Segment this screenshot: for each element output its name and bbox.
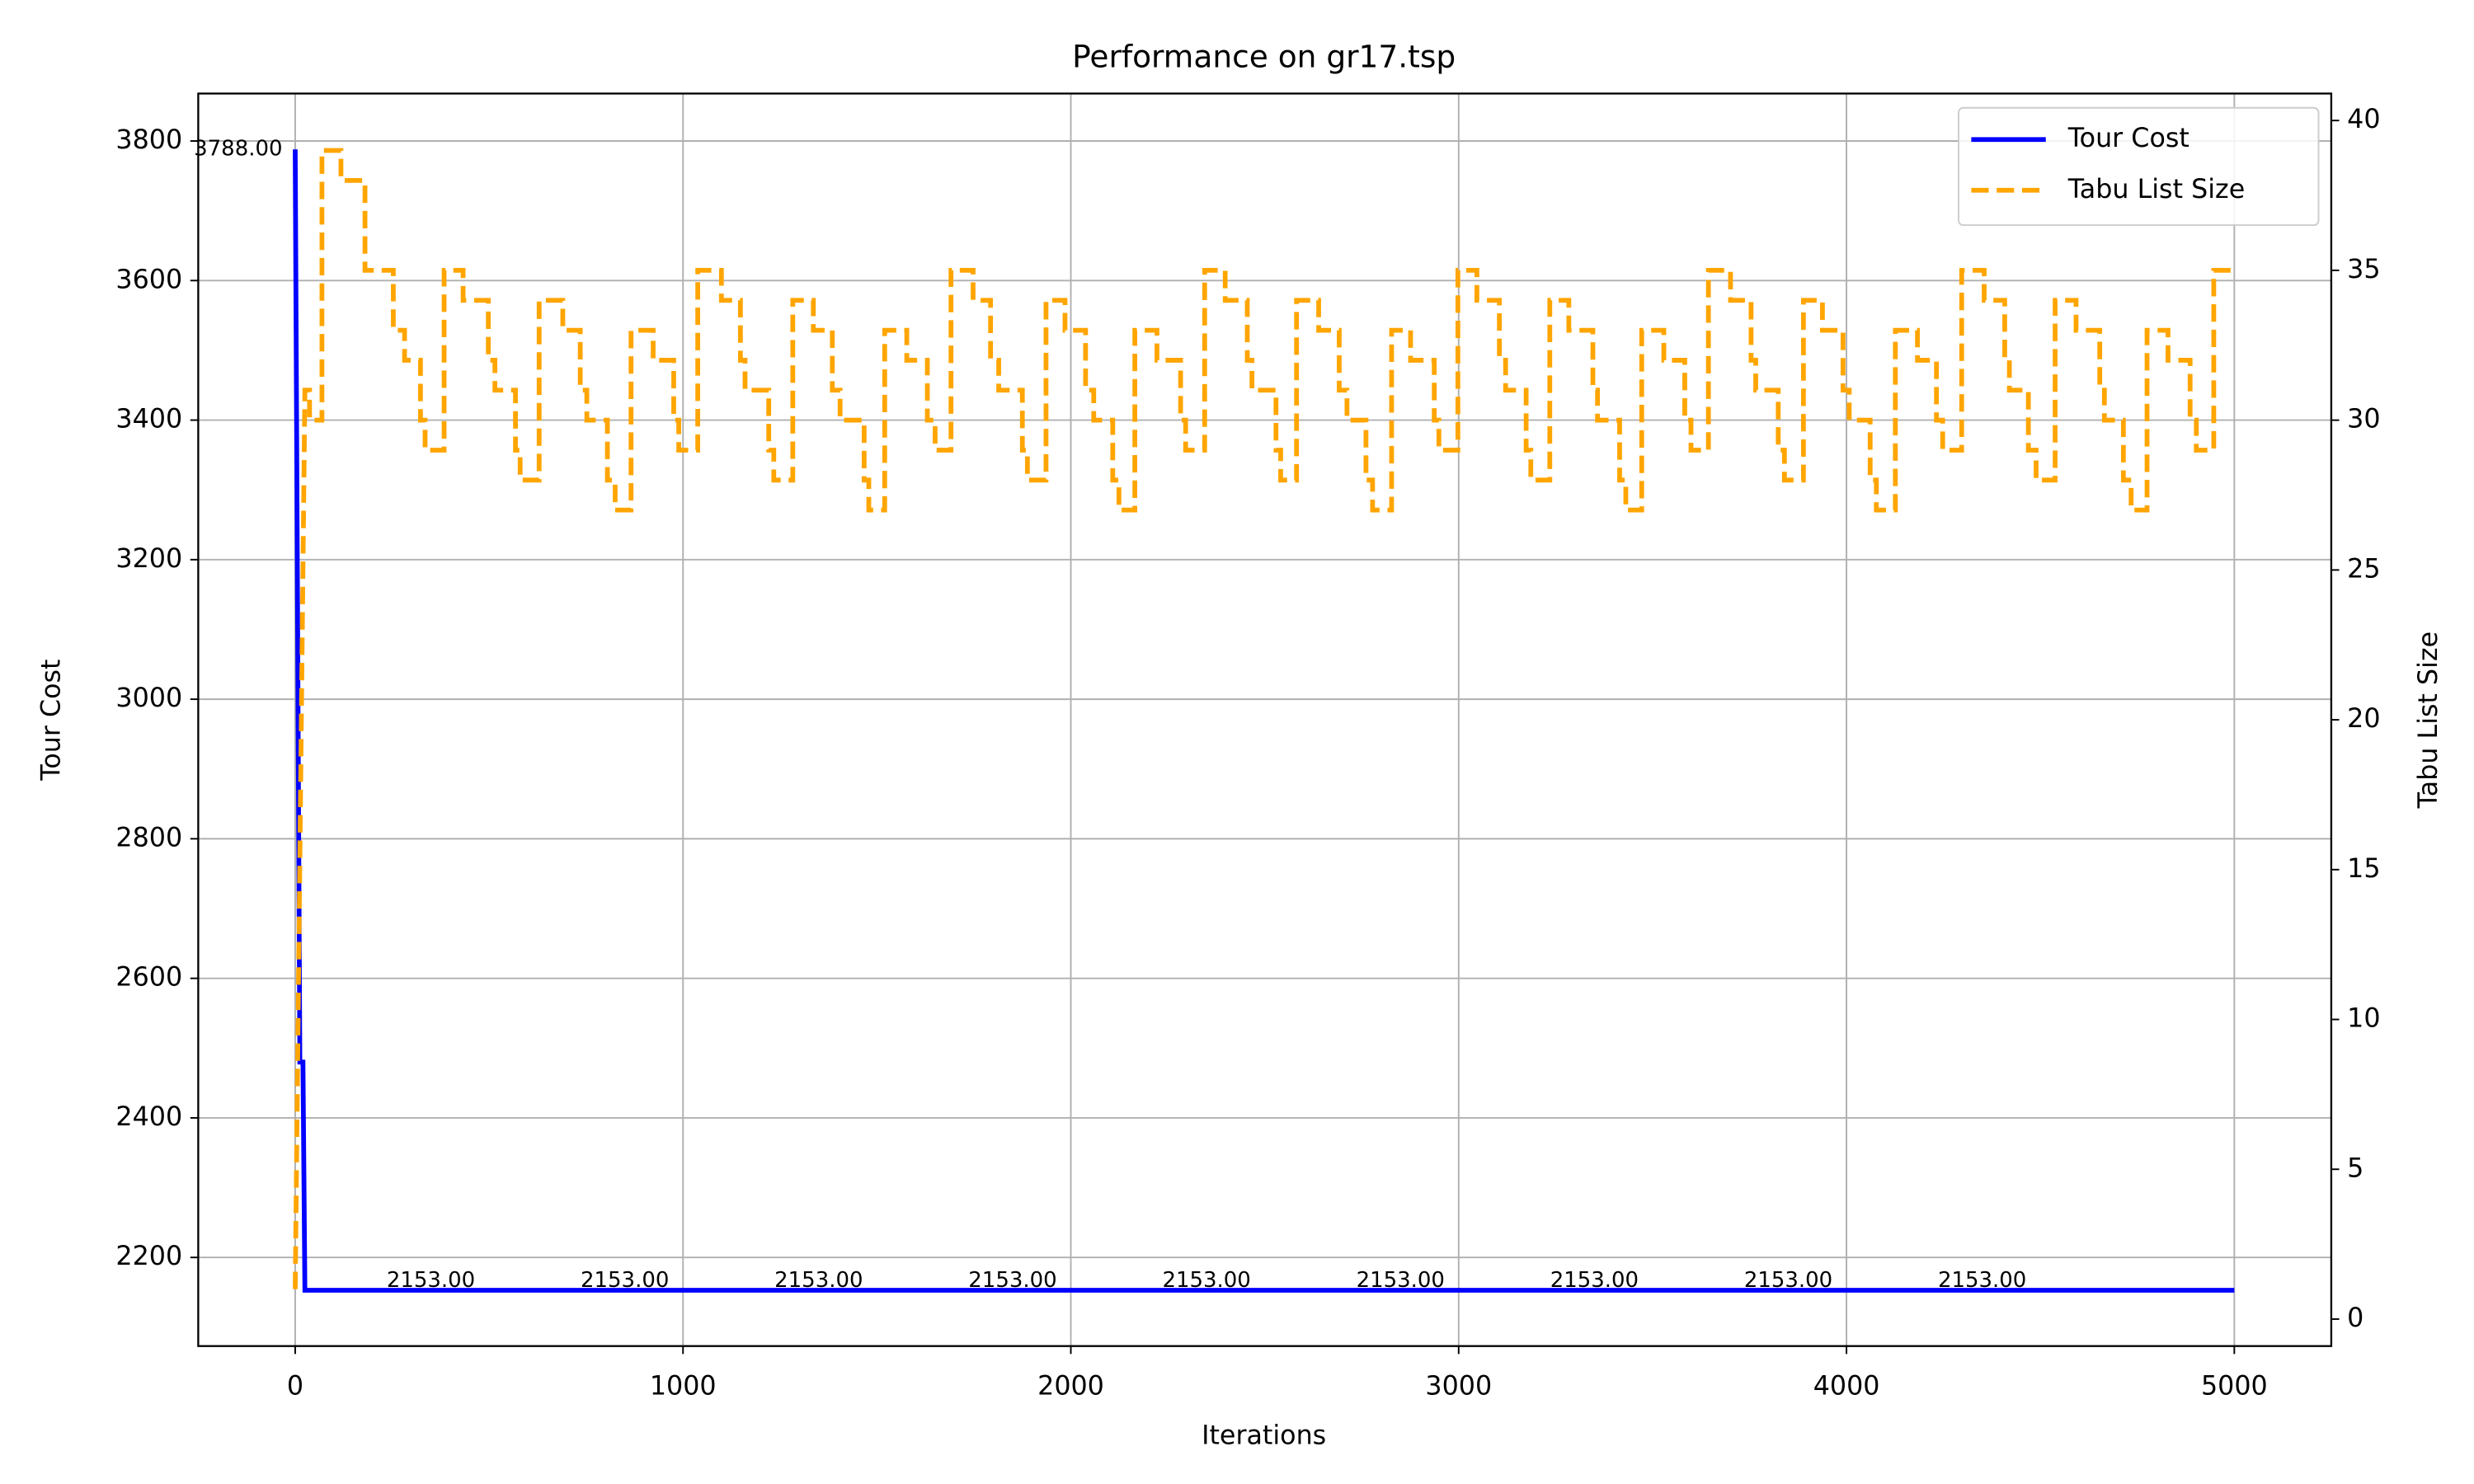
y-tick-label: 2600 xyxy=(115,963,182,993)
x-tick-label: 3000 xyxy=(1425,1372,1492,1402)
annotation: 3788.00 xyxy=(194,137,282,162)
y-tick-label: 3400 xyxy=(115,405,182,434)
y-tick-label: 3600 xyxy=(115,265,182,294)
annotation: 2153.00 xyxy=(968,1268,1056,1293)
y2-tick-label: 30 xyxy=(2347,405,2380,434)
y2-axis-label: Tabu List Size xyxy=(2414,632,2443,810)
y2-tick-label: 5 xyxy=(2347,1153,2363,1183)
y2-tick-label: 10 xyxy=(2347,1004,2380,1034)
y2-tick-label: 40 xyxy=(2347,105,2380,134)
legend-label: Tour Cost xyxy=(2067,124,2189,153)
chart-title: Performance on gr17.tsp xyxy=(1072,39,1456,75)
legend-label: Tabu List Size xyxy=(2067,175,2246,204)
legend-box xyxy=(1958,106,2320,227)
y2-tick-label: 0 xyxy=(2347,1303,2363,1333)
y2-tick-label: 35 xyxy=(2347,255,2380,284)
annotation: 2153.00 xyxy=(1162,1268,1250,1293)
annotation: 2153.00 xyxy=(1550,1268,1639,1293)
x-tick-label: 4000 xyxy=(1813,1372,1880,1402)
x-tick-label: 0 xyxy=(287,1372,303,1402)
y-tick-label: 3800 xyxy=(115,125,182,155)
series-line xyxy=(293,149,2235,1293)
y2-tick-label: 15 xyxy=(2347,854,2380,884)
series-line xyxy=(293,148,2235,1289)
y-tick-label: 3000 xyxy=(115,683,182,713)
plot-frame xyxy=(197,92,2333,1347)
x-axis-label: Iterations xyxy=(1202,1421,1326,1450)
y-tick-label: 2400 xyxy=(115,1102,182,1132)
annotation: 2153.00 xyxy=(1744,1268,1832,1293)
legend: Tour Cost Tabu List Size xyxy=(1958,106,2320,227)
x-tick-label: 1000 xyxy=(650,1372,717,1402)
y-tick-label: 2800 xyxy=(115,823,182,852)
y-tick-label: 3200 xyxy=(115,544,182,574)
annotation: 2153.00 xyxy=(774,1268,863,1293)
annotation: 2153.00 xyxy=(581,1268,669,1293)
annotation: 2153.00 xyxy=(387,1268,475,1293)
y-tick-label: 2200 xyxy=(115,1242,182,1271)
x-tick-label: 2000 xyxy=(1037,1372,1104,1402)
x-tick-label: 5000 xyxy=(2201,1372,2268,1402)
annotation: 2153.00 xyxy=(1357,1268,1445,1293)
annotation: 2153.00 xyxy=(1938,1268,2026,1293)
y-axis-label: Tour Cost xyxy=(36,660,66,782)
y2-tick-label: 20 xyxy=(2347,704,2380,734)
y2-tick-label: 25 xyxy=(2347,554,2380,584)
